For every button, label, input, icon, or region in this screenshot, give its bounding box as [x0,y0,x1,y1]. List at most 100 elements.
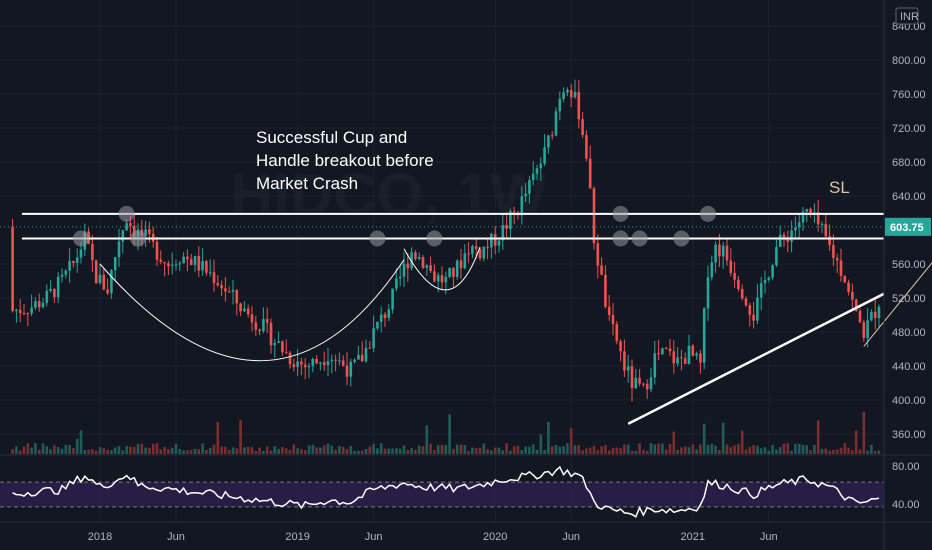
volume-bar [801,445,805,454]
volume-bar [395,448,398,454]
candle-body [417,257,421,259]
candle-body [474,246,478,249]
candle-body [497,240,501,246]
candle-body [186,256,189,260]
volume-bar [243,447,246,454]
volume-bar [37,449,41,454]
volume-bar [858,449,862,454]
candle-body [311,358,315,367]
volume-bar [205,449,208,454]
volume-bar [429,443,432,454]
candle-body [193,256,197,265]
candle-body [72,260,75,263]
handle-curve [403,246,481,291]
candle-body [664,348,668,350]
volume-bar [444,445,448,454]
price-tick-label: 440.00 [892,361,926,373]
candle-body [330,359,334,362]
candle-body [592,188,596,244]
rsi-pane [0,465,884,518]
volume-bar [387,448,391,454]
currency-badge[interactable] [895,7,919,25]
volume-bar [212,444,216,454]
volume-bar [661,443,664,454]
candle-body [554,111,558,136]
candle-body [467,253,470,255]
volume-bar [53,445,56,454]
candle-body [771,265,774,278]
candle-body [653,353,657,378]
candle-body [767,277,771,280]
candle-body [284,352,288,354]
candle-body [509,211,512,229]
price-tick-label: 400.00 [892,395,926,407]
candle-body [303,364,307,368]
volume-bar [877,450,881,454]
volume-bar [626,444,630,454]
candle-body [501,225,505,241]
candle-body [106,289,109,294]
volume-bar [478,447,482,454]
volume-bar [159,449,163,454]
volume-bar [18,450,22,454]
volume-bar [56,447,60,454]
volume-bar [227,449,231,454]
candle-body [254,322,258,330]
candle-body [360,354,364,362]
symbol-watermark: HIDCO, 1W [230,161,547,228]
candle-body [756,297,759,321]
volume-bar [577,445,581,454]
candle-body [307,366,311,368]
candle-body [733,272,736,280]
volume-bar [558,446,562,454]
candle-body [588,158,592,189]
touch-point-marker [426,230,443,247]
candle-body [816,212,820,225]
rsi-tick-label: 80.00 [892,461,920,473]
candle-body [421,257,425,268]
candle-body [531,173,535,181]
volume-bar [486,449,489,454]
price-tick-label: 360.00 [892,429,926,441]
volume-bar [604,445,607,454]
volume-bar [315,447,318,454]
volume-bar [425,425,429,454]
candle-body [455,260,459,277]
candle-body [729,260,733,273]
candle-body [835,258,839,261]
candle-body [520,196,524,216]
candle-body [550,135,554,137]
x-tick-label: 2021 [681,531,705,543]
volume-bar [866,450,869,454]
volume-bar [505,443,508,454]
volume-bar [653,444,657,454]
volume-bar [197,449,201,454]
candle-body [425,265,429,268]
candle-body [737,279,740,290]
candle-body [623,351,626,371]
annotation-line-3: Market Crash [256,174,358,193]
x-tick-label: Jun [562,531,580,543]
candle-body [265,319,269,323]
volume-bar [794,443,797,454]
volume-bar [607,450,611,454]
volume-bar [220,446,223,454]
annotation-line-1: Successful Cup and [256,128,407,147]
candle-body [170,264,174,267]
volume-bar [11,449,14,454]
volume-bar [744,449,748,454]
candle-body [414,252,417,259]
volume-bar [140,443,144,454]
volume-bar [110,450,113,454]
candle-body [98,274,102,283]
candle-body [26,313,30,315]
volume-bar [642,449,645,454]
volume-bar [64,444,68,454]
volume-bar [805,445,809,454]
volume-bar [714,445,717,454]
volume-bar [737,444,740,454]
volume-bar [178,448,182,454]
volume-bar [186,450,189,454]
